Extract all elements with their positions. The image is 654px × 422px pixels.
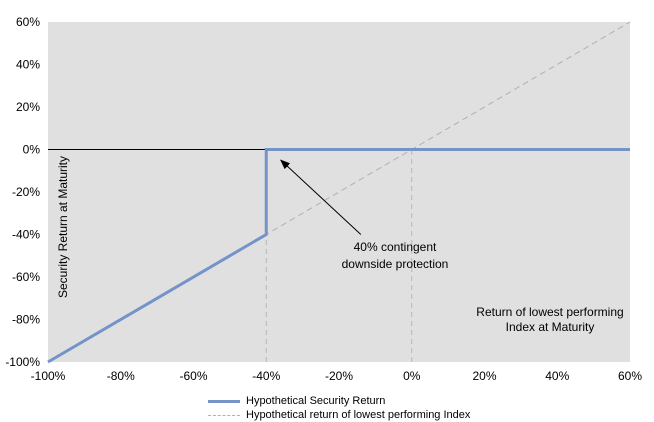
x-tick-label: 60%	[618, 369, 642, 383]
y-tick-label: -80%	[12, 313, 40, 327]
x-tick-label: -80%	[107, 369, 135, 383]
x-axis-label-line-2: Index at Maturity	[506, 320, 595, 334]
y-tick-label: 40%	[16, 58, 40, 72]
y-tick-label: -60%	[12, 270, 40, 284]
x-tick-label: -100%	[31, 369, 66, 383]
x-tick-label: 40%	[545, 369, 569, 383]
legend-label: Hypothetical Security Return	[246, 395, 386, 407]
annotation-arrow	[280, 159, 362, 235]
legend-swatch-dashed	[208, 414, 240, 416]
x-tick-label: 0%	[403, 369, 421, 383]
annotation-line-1: 40% contingent	[354, 240, 437, 254]
x-tick-label: -40%	[252, 369, 280, 383]
y-axis-label: Security Return at Maturity	[56, 156, 70, 298]
legend-label: Hypothetical return of lowest performing…	[246, 409, 471, 421]
y-tick-label: 60%	[16, 15, 40, 29]
legend-item-security-return: Hypothetical Security Return	[208, 394, 470, 408]
x-axis-label-line-1: Return of lowest performing	[476, 305, 623, 319]
x-tick-label: -20%	[325, 369, 353, 383]
series-security-return-line	[47, 148, 630, 364]
y-tick-label: -40%	[12, 228, 40, 242]
x-tick-label: -60%	[179, 369, 207, 383]
annotation-line-2: downside protection	[342, 257, 449, 271]
chart: -100% -80% -60% -40% -20% 0% 20% 40% 60% -100% -8…	[5, 15, 642, 383]
y-tick-label: 20%	[16, 100, 40, 114]
legend-swatch-solid	[208, 399, 240, 403]
y-tick-label: -20%	[12, 185, 40, 199]
y-tick-label: 0%	[23, 143, 41, 157]
legend-item-index-return: Hypothetical return of lowest performing…	[208, 408, 470, 422]
legend: Hypothetical Security Return Hypothetica…	[208, 394, 470, 422]
y-tick-label: -100%	[5, 355, 40, 369]
x-tick-label: 20%	[472, 369, 496, 383]
